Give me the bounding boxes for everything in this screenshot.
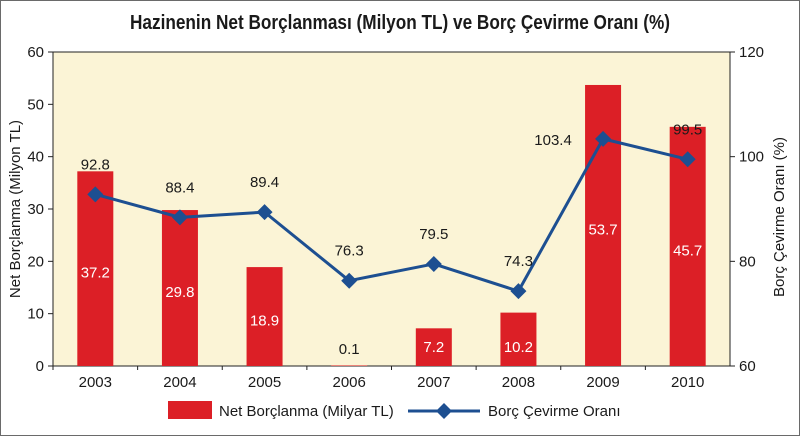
bar-value-label: 37.2: [81, 265, 110, 282]
line-point-marker: [595, 130, 612, 147]
legend-swatch-bars: [168, 401, 212, 419]
bar-value-label: 10.2: [504, 339, 533, 356]
left-axis-tick-label: 60: [27, 44, 44, 61]
right-axis-tick-label: 120: [739, 44, 764, 61]
x-axis-tick-label: 2006: [333, 374, 366, 391]
legend-marker-swatch: [436, 403, 452, 419]
bar: [415, 328, 452, 366]
bar: [246, 267, 283, 366]
bar: [331, 365, 368, 366]
bar-value-label: 7.2: [423, 339, 444, 356]
bar: [161, 210, 198, 366]
bar-value-label: 0.1: [339, 341, 360, 358]
line-value-label: 103.4: [534, 132, 572, 149]
right-axis-tick-label: 100: [739, 149, 764, 166]
left-axis-tick-label: 20: [27, 253, 44, 270]
line-value-label: 76.3: [335, 243, 364, 260]
right-axis-title: Borç Çevirme Oranı (%): [771, 137, 788, 297]
bar-value-label: 18.9: [250, 313, 279, 330]
x-axis-tick-label: 2009: [586, 374, 619, 391]
right-axis-tick-label: 80: [739, 253, 756, 270]
x-axis-tick-label: 2003: [79, 374, 112, 391]
bar-value-label: 53.7: [588, 221, 617, 238]
x-axis-tick-label: 2010: [671, 374, 704, 391]
line-value-label: 99.5: [673, 121, 702, 138]
line-point-marker: [425, 255, 442, 272]
line-value-label: 89.4: [250, 174, 279, 191]
bar: [500, 312, 537, 366]
line-value-label: 92.8: [81, 156, 110, 173]
line-point-marker: [256, 204, 273, 221]
chart-title: Hazinenin Net Borçlanması (Milyon TL) ve…: [129, 12, 670, 34]
left-axis-tick-label: 50: [27, 96, 44, 113]
line-point-marker: [171, 209, 188, 226]
line-point-marker: [87, 186, 104, 203]
left-axis-tick-label: 10: [27, 306, 44, 323]
line-value-label: 88.4: [165, 179, 194, 196]
bar: [77, 171, 114, 366]
line-point-marker: [679, 151, 696, 168]
legend-label-line: Borç Çevirme Oranı: [488, 403, 621, 420]
left-axis-title: Net Borçlanma (Milyon TL): [7, 120, 24, 298]
bar-value-label: 29.8: [165, 284, 194, 301]
x-axis-tick-label: 2007: [417, 374, 450, 391]
left-axis-tick-label: 30: [27, 201, 44, 218]
left-axis-tick-label: 0: [36, 358, 44, 375]
line-value-label: 74.3: [504, 253, 533, 270]
line-point-marker: [341, 272, 358, 289]
x-axis-tick-label: 2008: [502, 374, 535, 391]
x-axis-tick-label: 2005: [248, 374, 281, 391]
bar-value-label: 45.7: [673, 242, 702, 259]
line-series-path: [94, 137, 689, 293]
left-axis-tick-label: 40: [27, 149, 44, 166]
x-axis-tick-label: 2004: [163, 374, 196, 391]
right-axis-tick-label: 60: [739, 358, 756, 375]
legend-label-bars: Net Borçlanma (Milyar TL): [219, 403, 394, 420]
line-point-marker: [510, 283, 527, 300]
line-value-label: 79.5: [419, 226, 448, 243]
